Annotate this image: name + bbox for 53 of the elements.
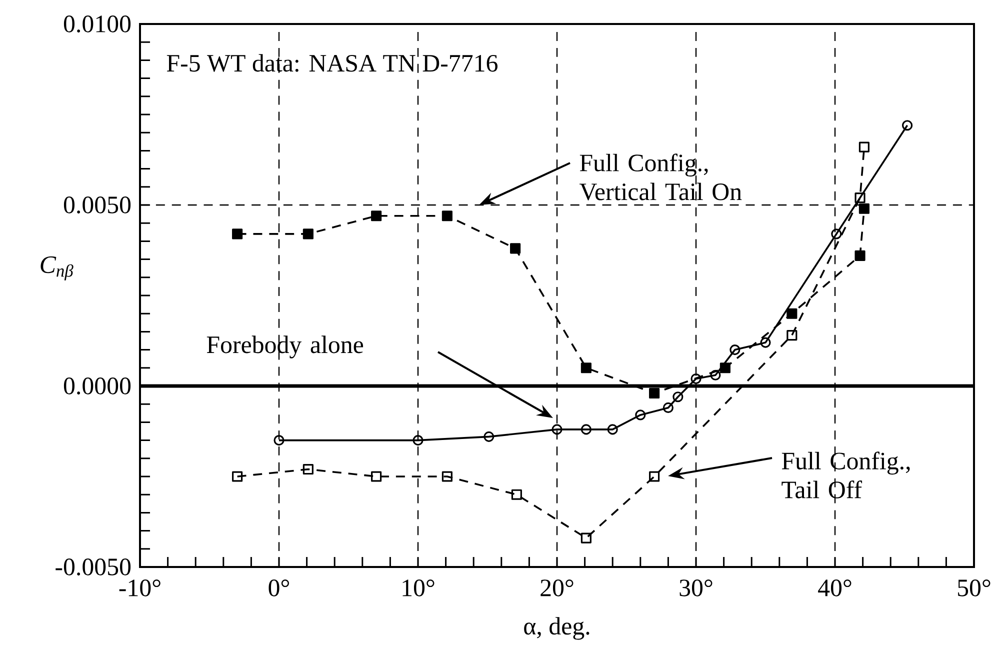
- point: [902, 120, 913, 131]
- point: [484, 431, 494, 442]
- y-tick-label: -0.0050: [56, 558, 131, 576]
- y-axis-title: C$_{nβ}$: [40, 256, 74, 280]
- point: [690, 373, 702, 384]
- annotation: Full Config., Tail Off: [782, 452, 910, 498]
- point: [371, 210, 382, 222]
- x-axis-title: α, deg.: [524, 617, 590, 640]
- point: [274, 435, 284, 446]
- annotation: F-5 WT data: NASA TN D-7716: [166, 54, 498, 72]
- point: [511, 489, 522, 500]
- point: [858, 203, 870, 214]
- point: [580, 362, 592, 374]
- point: [730, 344, 740, 356]
- point: [786, 330, 798, 341]
- x-tick-label: -10°: [119, 580, 160, 596]
- point: [412, 435, 424, 446]
- y-tick-label: 0.0000: [64, 378, 131, 394]
- y-tick-label: 0.0050: [64, 196, 131, 214]
- annotation: Forebody alone: [206, 336, 364, 358]
- point: [580, 532, 592, 544]
- point: [232, 471, 243, 482]
- point: [720, 362, 730, 374]
- point: [662, 402, 674, 413]
- y-tick-label: 0.0100: [64, 16, 131, 32]
- point: [371, 471, 382, 482]
- point: [635, 410, 646, 420]
- point: [442, 210, 452, 222]
- point: [442, 471, 452, 482]
- point: [786, 308, 798, 319]
- x-tick-label: 10°: [402, 580, 434, 596]
- x-tick-label: 0°: [268, 580, 289, 596]
- point: [302, 228, 314, 240]
- point: [710, 370, 721, 380]
- point: [649, 471, 660, 482]
- point: [854, 192, 866, 204]
- x-tick-label: 50°: [958, 580, 990, 596]
- point: [232, 228, 243, 240]
- x-tick-label: 20°: [540, 580, 574, 596]
- point: [649, 388, 660, 399]
- point: [552, 424, 562, 435]
- point: [760, 337, 771, 348]
- point: [302, 464, 314, 475]
- point: [858, 142, 870, 152]
- point: [510, 243, 521, 254]
- annotation: Full Config., Vertical Tail On: [579, 154, 742, 200]
- point: [672, 392, 684, 402]
- point: [854, 250, 866, 261]
- point: [607, 424, 618, 435]
- point: [831, 228, 842, 240]
- x-tick-label: 40°: [818, 580, 852, 596]
- point: [580, 424, 592, 435]
- x-tick-label: 30°: [680, 580, 712, 596]
